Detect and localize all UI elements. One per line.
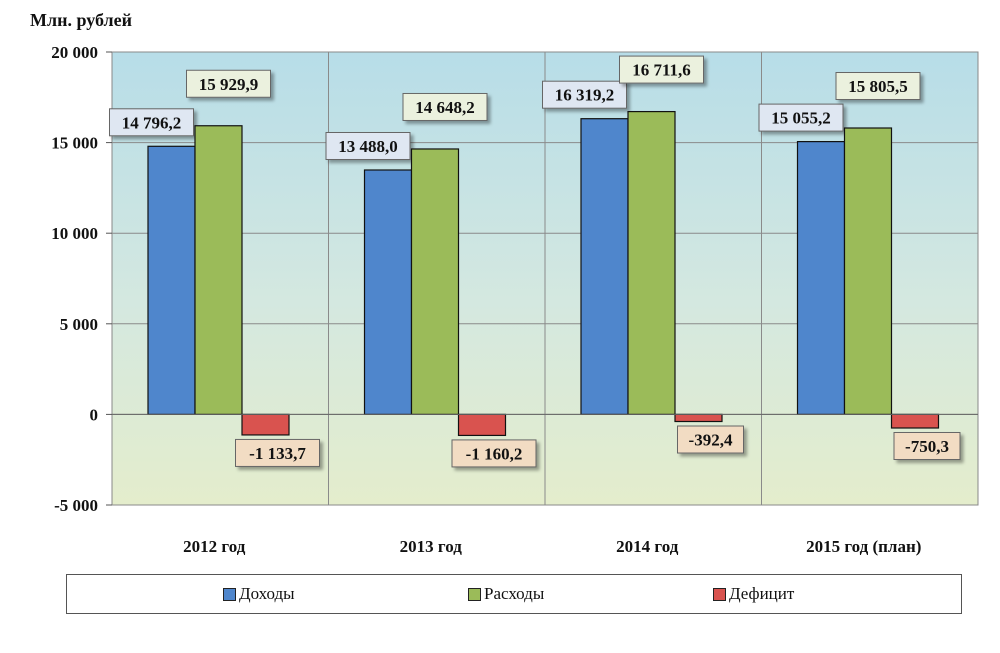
data-label-box [619, 55, 704, 84]
data-label: 16 711,6 [632, 61, 691, 80]
legend-label-income: Доходы [239, 584, 295, 603]
data-label-box [235, 438, 320, 467]
data-label-box [186, 69, 271, 98]
bar [674, 413, 723, 423]
data-label: 14 796,2 [122, 113, 182, 132]
data-label-box [677, 425, 744, 454]
legend-swatch-expenses [468, 587, 481, 601]
data-label: 16 319,2 [555, 86, 615, 105]
data-label: -1 160,2 [466, 444, 523, 463]
bar [843, 127, 893, 415]
bar [147, 145, 196, 416]
legend-label-deficit: Дефицит [729, 584, 795, 603]
data-label-box [758, 103, 844, 132]
legend-item-expenses: Расходы [468, 575, 544, 613]
y-axis-label: Млн. рублей [30, 10, 132, 30]
bar [363, 169, 413, 415]
y-tick-label: 20 000 [51, 43, 98, 62]
y-tick-label: 15 000 [51, 134, 98, 153]
bar [457, 413, 507, 437]
data-label: 15 055,2 [771, 109, 831, 128]
data-label: 14 648,2 [415, 98, 475, 117]
y-tick-label: 0 [90, 405, 99, 424]
legend-swatch-income [223, 587, 236, 601]
bar [796, 140, 846, 416]
legend-item-income: Доходы [223, 575, 295, 613]
x-tick-label: 2014 год [616, 537, 679, 556]
data-label: -750,3 [905, 437, 949, 456]
data-label: -392,4 [689, 431, 733, 450]
legend: Доходы Расходы Дефицит [66, 574, 962, 614]
legend-item-deficit: Дефицит [713, 575, 794, 613]
y-tick-label: 10 000 [51, 224, 98, 243]
x-tick-label: 2013 год [400, 537, 463, 556]
data-label: 15 805,5 [848, 77, 908, 96]
bar [890, 413, 940, 429]
legend-swatch-deficit [713, 587, 726, 601]
bar [410, 148, 460, 415]
data-label: 13 488,0 [338, 137, 398, 156]
legend-label-expenses: Расходы [484, 584, 545, 603]
data-label-box [451, 439, 537, 468]
data-label-box [835, 72, 921, 101]
data-label-box [325, 131, 411, 160]
y-tick-label: -5 000 [54, 496, 98, 515]
data-label-box [109, 108, 194, 137]
data-label: 15 929,9 [199, 75, 259, 94]
bar [580, 118, 629, 416]
x-tick-label: 2015 год (план) [806, 537, 921, 556]
data-label-box [402, 92, 488, 121]
data-label-box [893, 431, 961, 460]
x-tick-label: 2012 год [183, 537, 246, 556]
bar [627, 110, 676, 415]
y-tick-label: 5 000 [60, 315, 98, 334]
bar [194, 125, 243, 415]
data-label-box [542, 80, 627, 109]
data-label: -1 133,7 [249, 444, 306, 463]
bar [241, 413, 290, 436]
